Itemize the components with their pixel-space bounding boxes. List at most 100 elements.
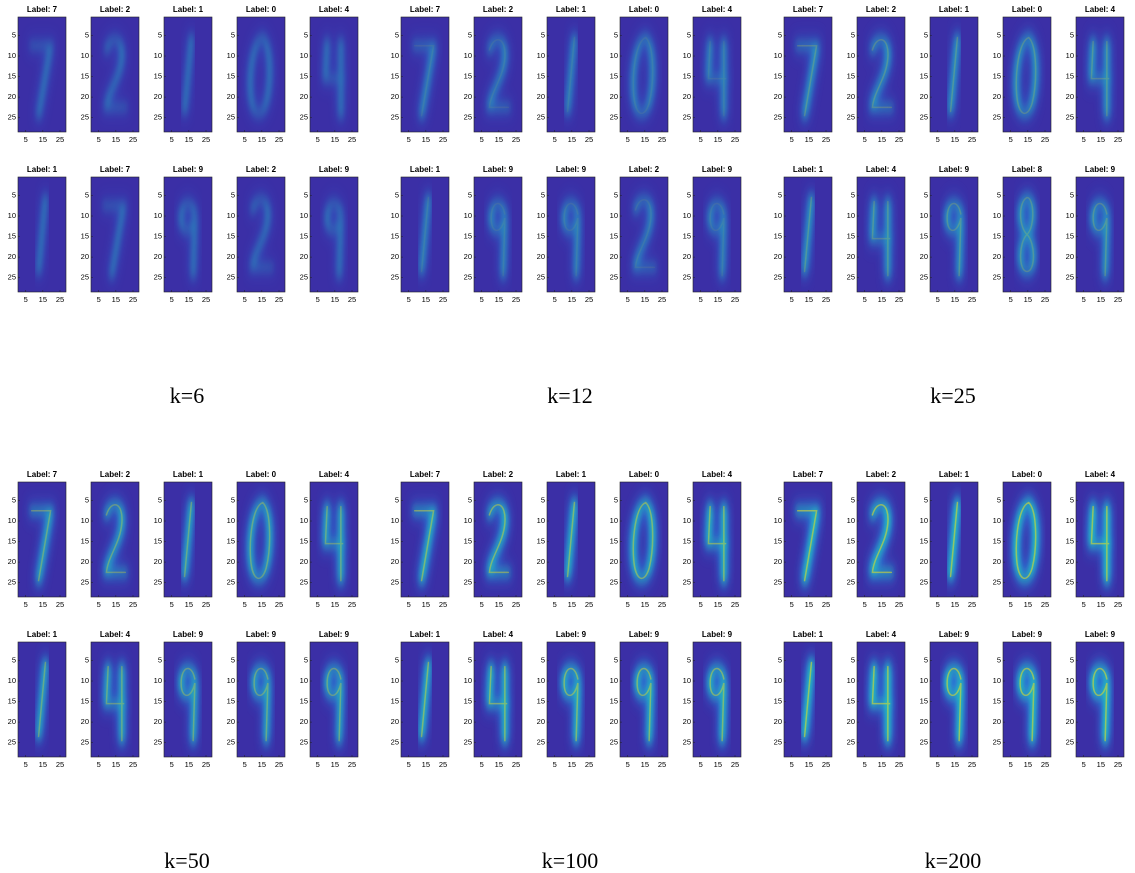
x-tick-label: 15 bbox=[1024, 295, 1032, 304]
subplot-title: Label: 7 bbox=[100, 165, 131, 174]
y-tick-label: 25 bbox=[993, 113, 1001, 122]
digit-image bbox=[401, 177, 449, 292]
x-tick-label: 15 bbox=[641, 600, 649, 609]
x-tick-label: 25 bbox=[968, 295, 976, 304]
subplot-title: Label: 9 bbox=[556, 165, 587, 174]
x-tick-label: 25 bbox=[512, 760, 520, 769]
y-tick-label: 25 bbox=[683, 273, 691, 282]
y-tick-label: 10 bbox=[464, 676, 472, 685]
subplot-title: Label: 7 bbox=[27, 470, 58, 479]
x-tick-label: 5 bbox=[480, 295, 484, 304]
y-tick-label: 5 bbox=[12, 655, 16, 664]
y-tick-label: 5 bbox=[924, 495, 928, 504]
x-tick-label: 5 bbox=[790, 600, 794, 609]
x-tick-label: 5 bbox=[1009, 135, 1013, 144]
y-tick-label: 20 bbox=[464, 252, 472, 261]
x-tick-label: 25 bbox=[348, 760, 356, 769]
x-tick-label: 5 bbox=[24, 760, 28, 769]
y-tick-label: 20 bbox=[920, 92, 928, 101]
x-tick-label: 5 bbox=[407, 135, 411, 144]
y-tick-label: 15 bbox=[81, 232, 89, 241]
subplot-title: Label: 9 bbox=[702, 630, 733, 639]
x-tick-label: 5 bbox=[24, 135, 28, 144]
subplot: Label: 051015202551525 bbox=[227, 470, 285, 609]
y-tick-label: 15 bbox=[391, 72, 399, 81]
y-tick-label: 20 bbox=[920, 252, 928, 261]
x-tick-label: 25 bbox=[658, 600, 666, 609]
subplot: Label: 451015202551525 bbox=[1066, 5, 1124, 144]
subplot-title: Label: 2 bbox=[866, 470, 897, 479]
subplot-title: Label: 9 bbox=[939, 165, 970, 174]
digit-image bbox=[857, 482, 905, 597]
subplot-title: Label: 0 bbox=[629, 470, 660, 479]
y-tick-label: 20 bbox=[774, 557, 782, 566]
y-tick-label: 5 bbox=[1070, 655, 1074, 664]
y-tick-label: 10 bbox=[300, 51, 308, 60]
x-tick-label: 5 bbox=[790, 295, 794, 304]
y-tick-label: 5 bbox=[687, 495, 691, 504]
x-tick-label: 25 bbox=[1114, 760, 1122, 769]
panel-caption: k=50 bbox=[164, 848, 209, 873]
y-tick-label: 10 bbox=[8, 211, 16, 220]
y-tick-label: 15 bbox=[537, 72, 545, 81]
y-tick-label: 25 bbox=[300, 738, 308, 747]
x-tick-label: 25 bbox=[202, 600, 210, 609]
y-tick-label: 10 bbox=[920, 211, 928, 220]
x-tick-label: 25 bbox=[968, 600, 976, 609]
subplot: Label: 751015202551525 bbox=[81, 165, 139, 304]
y-tick-label: 25 bbox=[154, 578, 162, 587]
x-tick-label: 15 bbox=[568, 600, 576, 609]
y-tick-label: 25 bbox=[993, 273, 1001, 282]
subplot-title: Label: 4 bbox=[702, 5, 733, 14]
y-tick-label: 20 bbox=[227, 92, 235, 101]
y-tick-label: 5 bbox=[997, 190, 1001, 199]
y-tick-label: 25 bbox=[847, 273, 855, 282]
y-tick-label: 5 bbox=[687, 30, 691, 39]
x-tick-label: 5 bbox=[316, 600, 320, 609]
x-tick-label: 15 bbox=[495, 295, 503, 304]
x-tick-label: 15 bbox=[112, 760, 120, 769]
y-tick-label: 20 bbox=[537, 717, 545, 726]
y-tick-label: 5 bbox=[997, 655, 1001, 664]
subplot-title: Label: 1 bbox=[410, 630, 441, 639]
x-tick-label: 5 bbox=[243, 600, 247, 609]
y-tick-label: 15 bbox=[391, 537, 399, 546]
digit-image bbox=[310, 642, 358, 757]
x-tick-label: 25 bbox=[895, 760, 903, 769]
x-tick-label: 15 bbox=[878, 760, 886, 769]
digit-image bbox=[547, 482, 595, 597]
x-tick-label: 5 bbox=[407, 295, 411, 304]
y-tick-label: 5 bbox=[687, 190, 691, 199]
y-tick-label: 25 bbox=[81, 578, 89, 587]
x-tick-label: 15 bbox=[185, 760, 193, 769]
y-tick-label: 20 bbox=[610, 252, 618, 261]
subplot-title: Label: 1 bbox=[939, 470, 970, 479]
y-tick-label: 5 bbox=[614, 190, 618, 199]
y-tick-label: 5 bbox=[614, 495, 618, 504]
y-tick-label: 25 bbox=[1066, 738, 1074, 747]
y-tick-label: 5 bbox=[851, 655, 855, 664]
x-tick-label: 25 bbox=[731, 135, 739, 144]
subplot-title: Label: 1 bbox=[939, 5, 970, 14]
x-tick-label: 15 bbox=[422, 135, 430, 144]
subplot: Label: 151015202551525 bbox=[537, 5, 595, 144]
subplot: Label: 251015202551525 bbox=[464, 470, 522, 609]
panel-caption: k=6 bbox=[170, 383, 204, 408]
y-tick-label: 20 bbox=[847, 92, 855, 101]
digit-image bbox=[237, 177, 285, 292]
subplot-title: Label: 0 bbox=[246, 470, 277, 479]
y-tick-label: 5 bbox=[851, 190, 855, 199]
y-tick-label: 20 bbox=[464, 557, 472, 566]
subplot-title: Label: 0 bbox=[1012, 5, 1043, 14]
y-tick-label: 25 bbox=[993, 578, 1001, 587]
y-tick-label: 10 bbox=[464, 51, 472, 60]
y-tick-label: 10 bbox=[610, 676, 618, 685]
x-tick-label: 15 bbox=[878, 135, 886, 144]
subplot: Label: 751015202551525 bbox=[774, 5, 832, 144]
subplot: Label: 151015202551525 bbox=[774, 630, 832, 769]
y-tick-label: 25 bbox=[537, 113, 545, 122]
y-tick-label: 20 bbox=[920, 557, 928, 566]
subplot: Label: 451015202551525 bbox=[683, 5, 741, 144]
y-tick-label: 20 bbox=[81, 717, 89, 726]
